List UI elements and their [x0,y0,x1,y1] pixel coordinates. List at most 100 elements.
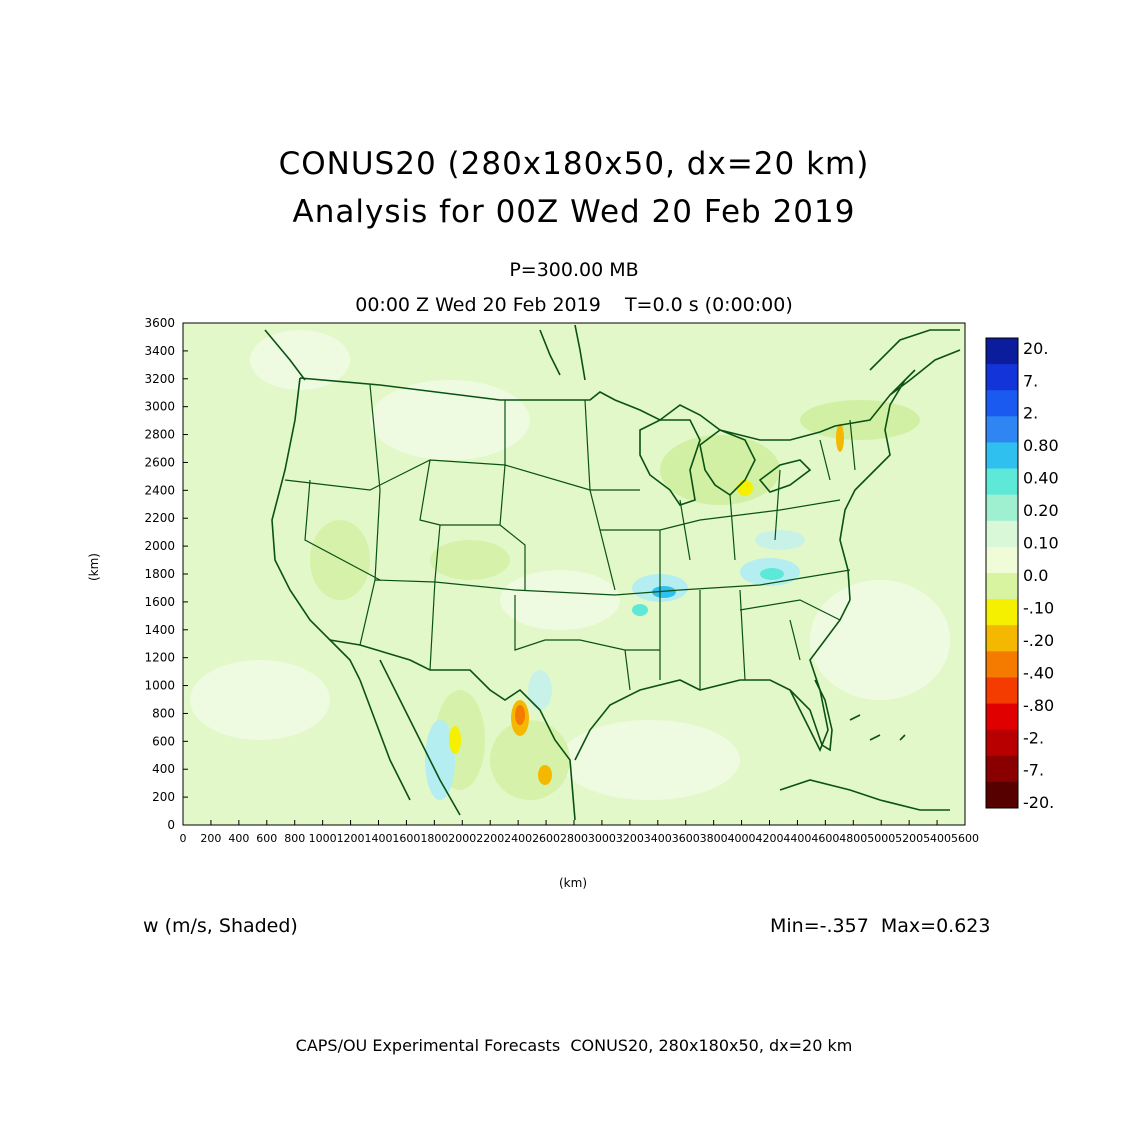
colorbar-swatch [986,442,1018,470]
caribbean-islands [849,714,906,741]
colorbar-swatch [986,546,1018,574]
min-max-values: Min=-.357 Max=0.623 [770,915,991,937]
field-patch [490,720,570,800]
colorbar-swatch [986,573,1018,600]
field-patch [560,720,740,800]
state-line [499,400,526,590]
x-tick-label: 4800 [839,832,867,845]
x-tick-label: 2400 [504,832,532,845]
y-tick-label: 1000 [144,679,175,693]
colorbar-swatch [986,338,1018,365]
colorbar-swatch [986,625,1018,652]
x-tick-label: 2000 [448,832,476,845]
field-patch [800,400,920,440]
x-tick-label: 3600 [672,832,700,845]
colorbar-label: 7. [1023,371,1038,390]
florida [789,679,833,752]
x-tick-label: 200 [200,832,221,845]
field-label: w (m/s, Shaded) [143,915,298,937]
state-line [284,459,640,491]
y-tick-label: 3000 [144,400,175,414]
y-tick-label: 400 [152,762,175,776]
y-tick-label: 1800 [144,567,175,581]
y-tick-label: 1200 [144,651,175,665]
canada-coast [869,329,961,396]
baja-coast [359,659,461,816]
atlantic-coast [839,379,906,601]
colorbar-label: 0.0 [1023,566,1048,585]
x-tick-label: 4600 [811,832,839,845]
colorbar: 20. 7. 2. 0.80 0.40 0.20 0.10 0.0 -.10 -.20 -.40 -.… [985,337,1059,812]
field-patch [250,330,350,390]
y-tick-label: 2200 [144,511,175,525]
state-line [374,569,851,596]
x-tick-label: 1600 [392,832,420,845]
x-tick-label: 5000 [867,832,895,845]
y-axis-label: (km) [87,552,102,582]
colorbar-label: -.20 [1023,631,1054,650]
y-tick-label: 3400 [144,344,175,358]
x-tick-label: 1400 [365,832,393,845]
y-tick-label: 2600 [144,455,175,469]
field-patch [500,570,620,630]
pacific-coast [271,377,361,681]
field-patch [515,705,525,725]
x-tick-label: 3400 [644,832,672,845]
x-tick-label: 0 [180,832,187,845]
field-patch [370,380,530,460]
y-tick-label: 1400 [144,623,175,637]
field-patch [737,480,753,496]
colorbar-swatch [986,416,1018,443]
y-tick-label: 0 [167,818,175,832]
colorbar-swatch [986,677,1018,705]
field-patch [425,720,455,800]
x-axis-ticks: 0 200 400 600 800 1000 1200 1400 1600 1800 2000 220… [180,820,979,845]
field-patch [528,670,552,710]
field-patch [430,540,510,580]
footer-credit: CAPS/OU Experimental Forecasts CONUS20, … [295,1036,853,1055]
colorbar-frame [985,337,1019,809]
y-tick-label: 2400 [144,483,175,497]
colorbar-swatch [986,599,1018,626]
x-tick-label: 600 [256,832,277,845]
colorbar-swatch [986,364,1018,391]
shaded-field [190,330,950,800]
colorbar-swatch [986,494,1018,522]
y-tick-label: 1600 [144,595,175,609]
x-tick-label: 4000 [728,832,756,845]
field-patch [836,424,844,452]
x-axis-label: (km) [559,876,588,890]
colorbar-swatch [986,390,1018,417]
colorbar-swatch [986,755,1018,783]
x-tick-label: 4200 [756,832,784,845]
state-line [304,479,381,581]
field-patch [652,586,676,598]
colorbar-swatch [986,651,1018,678]
state-line [584,399,616,591]
state-line [679,469,781,561]
state-line [625,599,841,651]
colorbar-label: -2. [1023,728,1044,747]
state-line [514,595,631,691]
field-patch [760,568,784,580]
field-patch [538,765,552,785]
y-tick-label: 3200 [144,372,175,386]
pressure-level: P=300.00 MB [509,259,639,281]
field-patch [190,660,330,740]
state-boundaries [284,384,856,691]
x-tick-label: 1000 [309,832,337,845]
x-tick-label: 2800 [560,832,588,845]
field-patch [632,604,648,616]
canada-border [299,369,916,441]
y-tick-label: 2800 [144,428,175,442]
great-lakes [639,419,701,506]
state-line [419,459,500,526]
state-line [600,499,841,531]
y-tick-label: 200 [152,790,175,804]
colorbar-label: -.10 [1023,598,1054,617]
x-tick-label: 2600 [532,832,560,845]
state-line [819,419,856,481]
x-tick-label: 3200 [616,832,644,845]
canada-lakes [539,324,586,381]
